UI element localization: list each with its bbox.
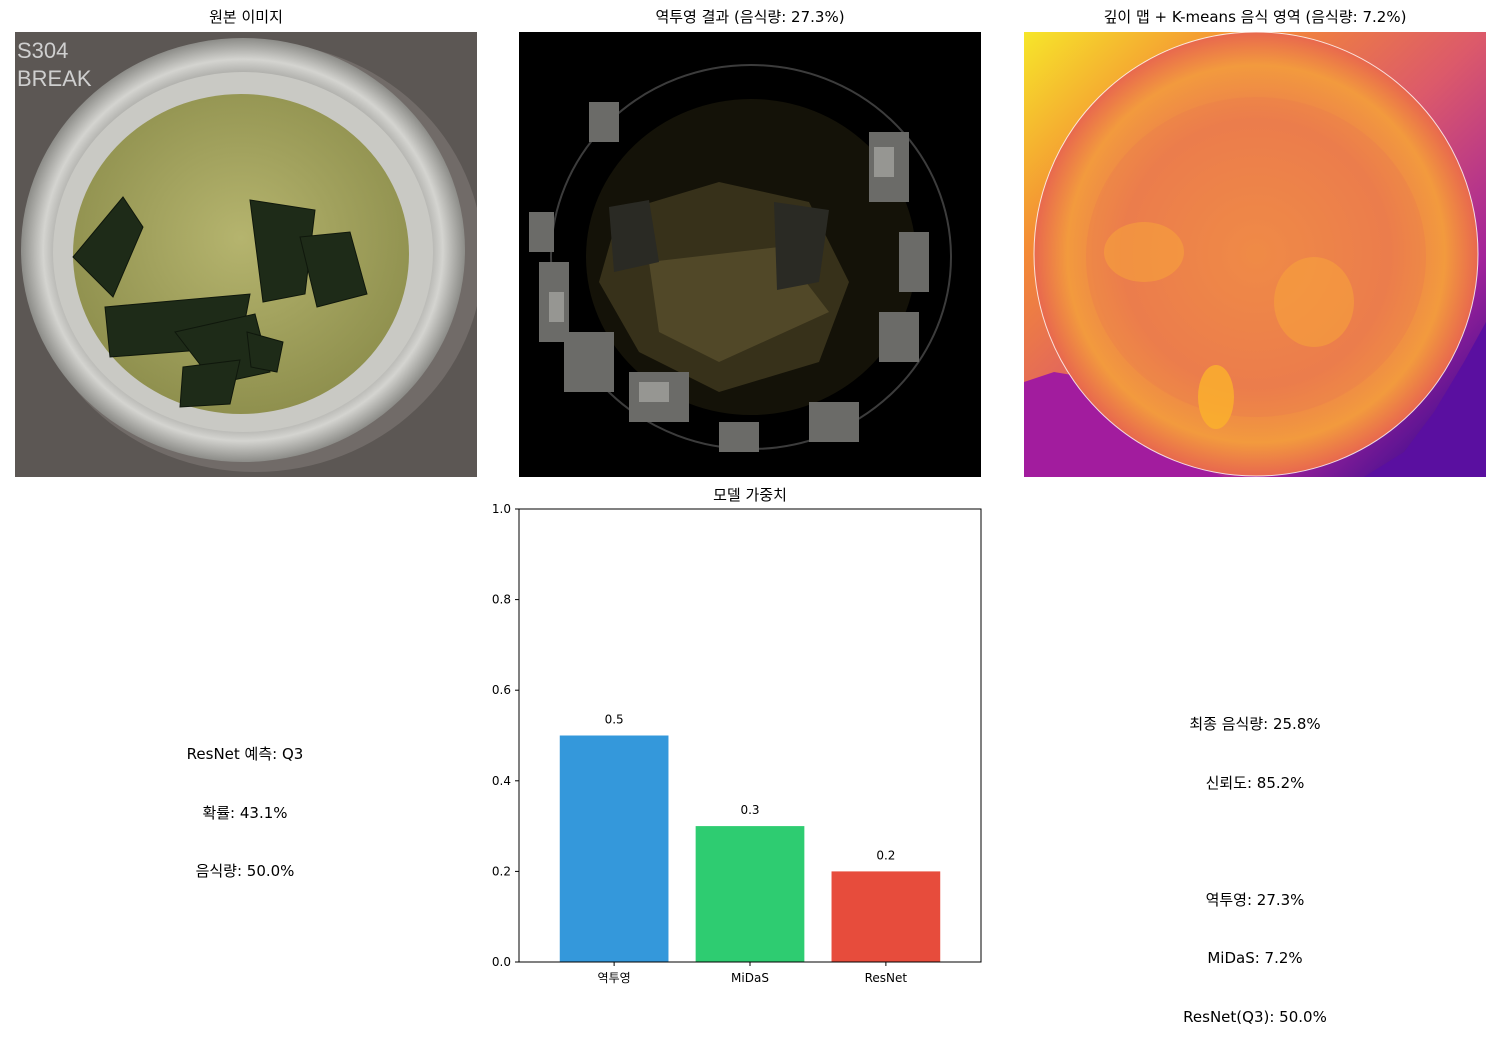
y-tick-label-4: 0.8 xyxy=(492,593,511,607)
y-tick-label-2: 0.4 xyxy=(492,774,511,788)
final-food-amount-line: 최종 음식량: 25.8% xyxy=(1189,715,1321,733)
bar-1 xyxy=(695,826,805,962)
backprojection-image xyxy=(519,32,981,477)
depth-map-image xyxy=(1024,32,1486,477)
summary-text: 최종 음식량: 25.8% 신뢰도: 85.2% 역투영: 27.3% MiDa… xyxy=(1095,676,1415,1047)
x-tick-label-1: MiDaS xyxy=(731,971,769,985)
backprojection-title: 역투영 결과 (음식량: 27.3%) xyxy=(655,8,845,26)
y-tick-label-5: 1.0 xyxy=(492,502,511,516)
y-tick-label-1: 0.2 xyxy=(492,864,511,878)
plate-stamp-line-2: BREAK xyxy=(17,66,92,91)
x-tick-label-2: ResNet xyxy=(865,971,908,985)
x-tick-label-0: 역투영 xyxy=(598,971,631,985)
backprojection-amount-line: 역투영: 27.3% xyxy=(1205,890,1305,909)
model-weights-chart: 0.5 역투영 0.3 MiDaS 0.2 ResNet 0.0 0.2 0.4 0.6 0.8 1.… xyxy=(492,502,982,985)
midas-amount-line: MiDaS: 7.2% xyxy=(1207,949,1303,967)
bar-value-label-0: 0.5 xyxy=(605,713,624,727)
plate-stamp-line-1: S304 xyxy=(17,38,68,63)
summary-spacer xyxy=(1095,832,1415,852)
resnet-prediction-line: ResNet 예측: Q3 xyxy=(186,745,304,763)
plot-frame xyxy=(518,508,982,963)
y-tick-label-0: 0.0 xyxy=(492,955,511,969)
bar-2 xyxy=(831,871,941,962)
depth-map-title: 깊이 맵 + K-means 음식 영역 (음식량: 7.2%) xyxy=(1103,8,1407,26)
resnet-q3-amount-line: ResNet(Q3): 50.0% xyxy=(1183,1007,1327,1026)
bar-0 xyxy=(559,735,669,962)
bar-value-label-2: 0.2 xyxy=(876,848,895,862)
confidence-line: 신뢰도: 85.2% xyxy=(1205,773,1305,792)
resnet-prediction-text: ResNet 예측: Q3 확률: 43.1% 음식량: 50.0% xyxy=(85,706,405,901)
y-tick-label-3: 0.6 xyxy=(492,683,511,697)
bar-value-label-1: 0.3 xyxy=(740,803,759,817)
original-image: S304 BREAK xyxy=(15,32,477,477)
resnet-probability-line: 확률: 43.1% xyxy=(202,803,288,822)
original-image-title: 원본 이미지 xyxy=(209,8,283,26)
resnet-food-amount-line: 음식량: 50.0% xyxy=(195,862,295,880)
chart-title: 모델 가중치 xyxy=(713,486,787,504)
